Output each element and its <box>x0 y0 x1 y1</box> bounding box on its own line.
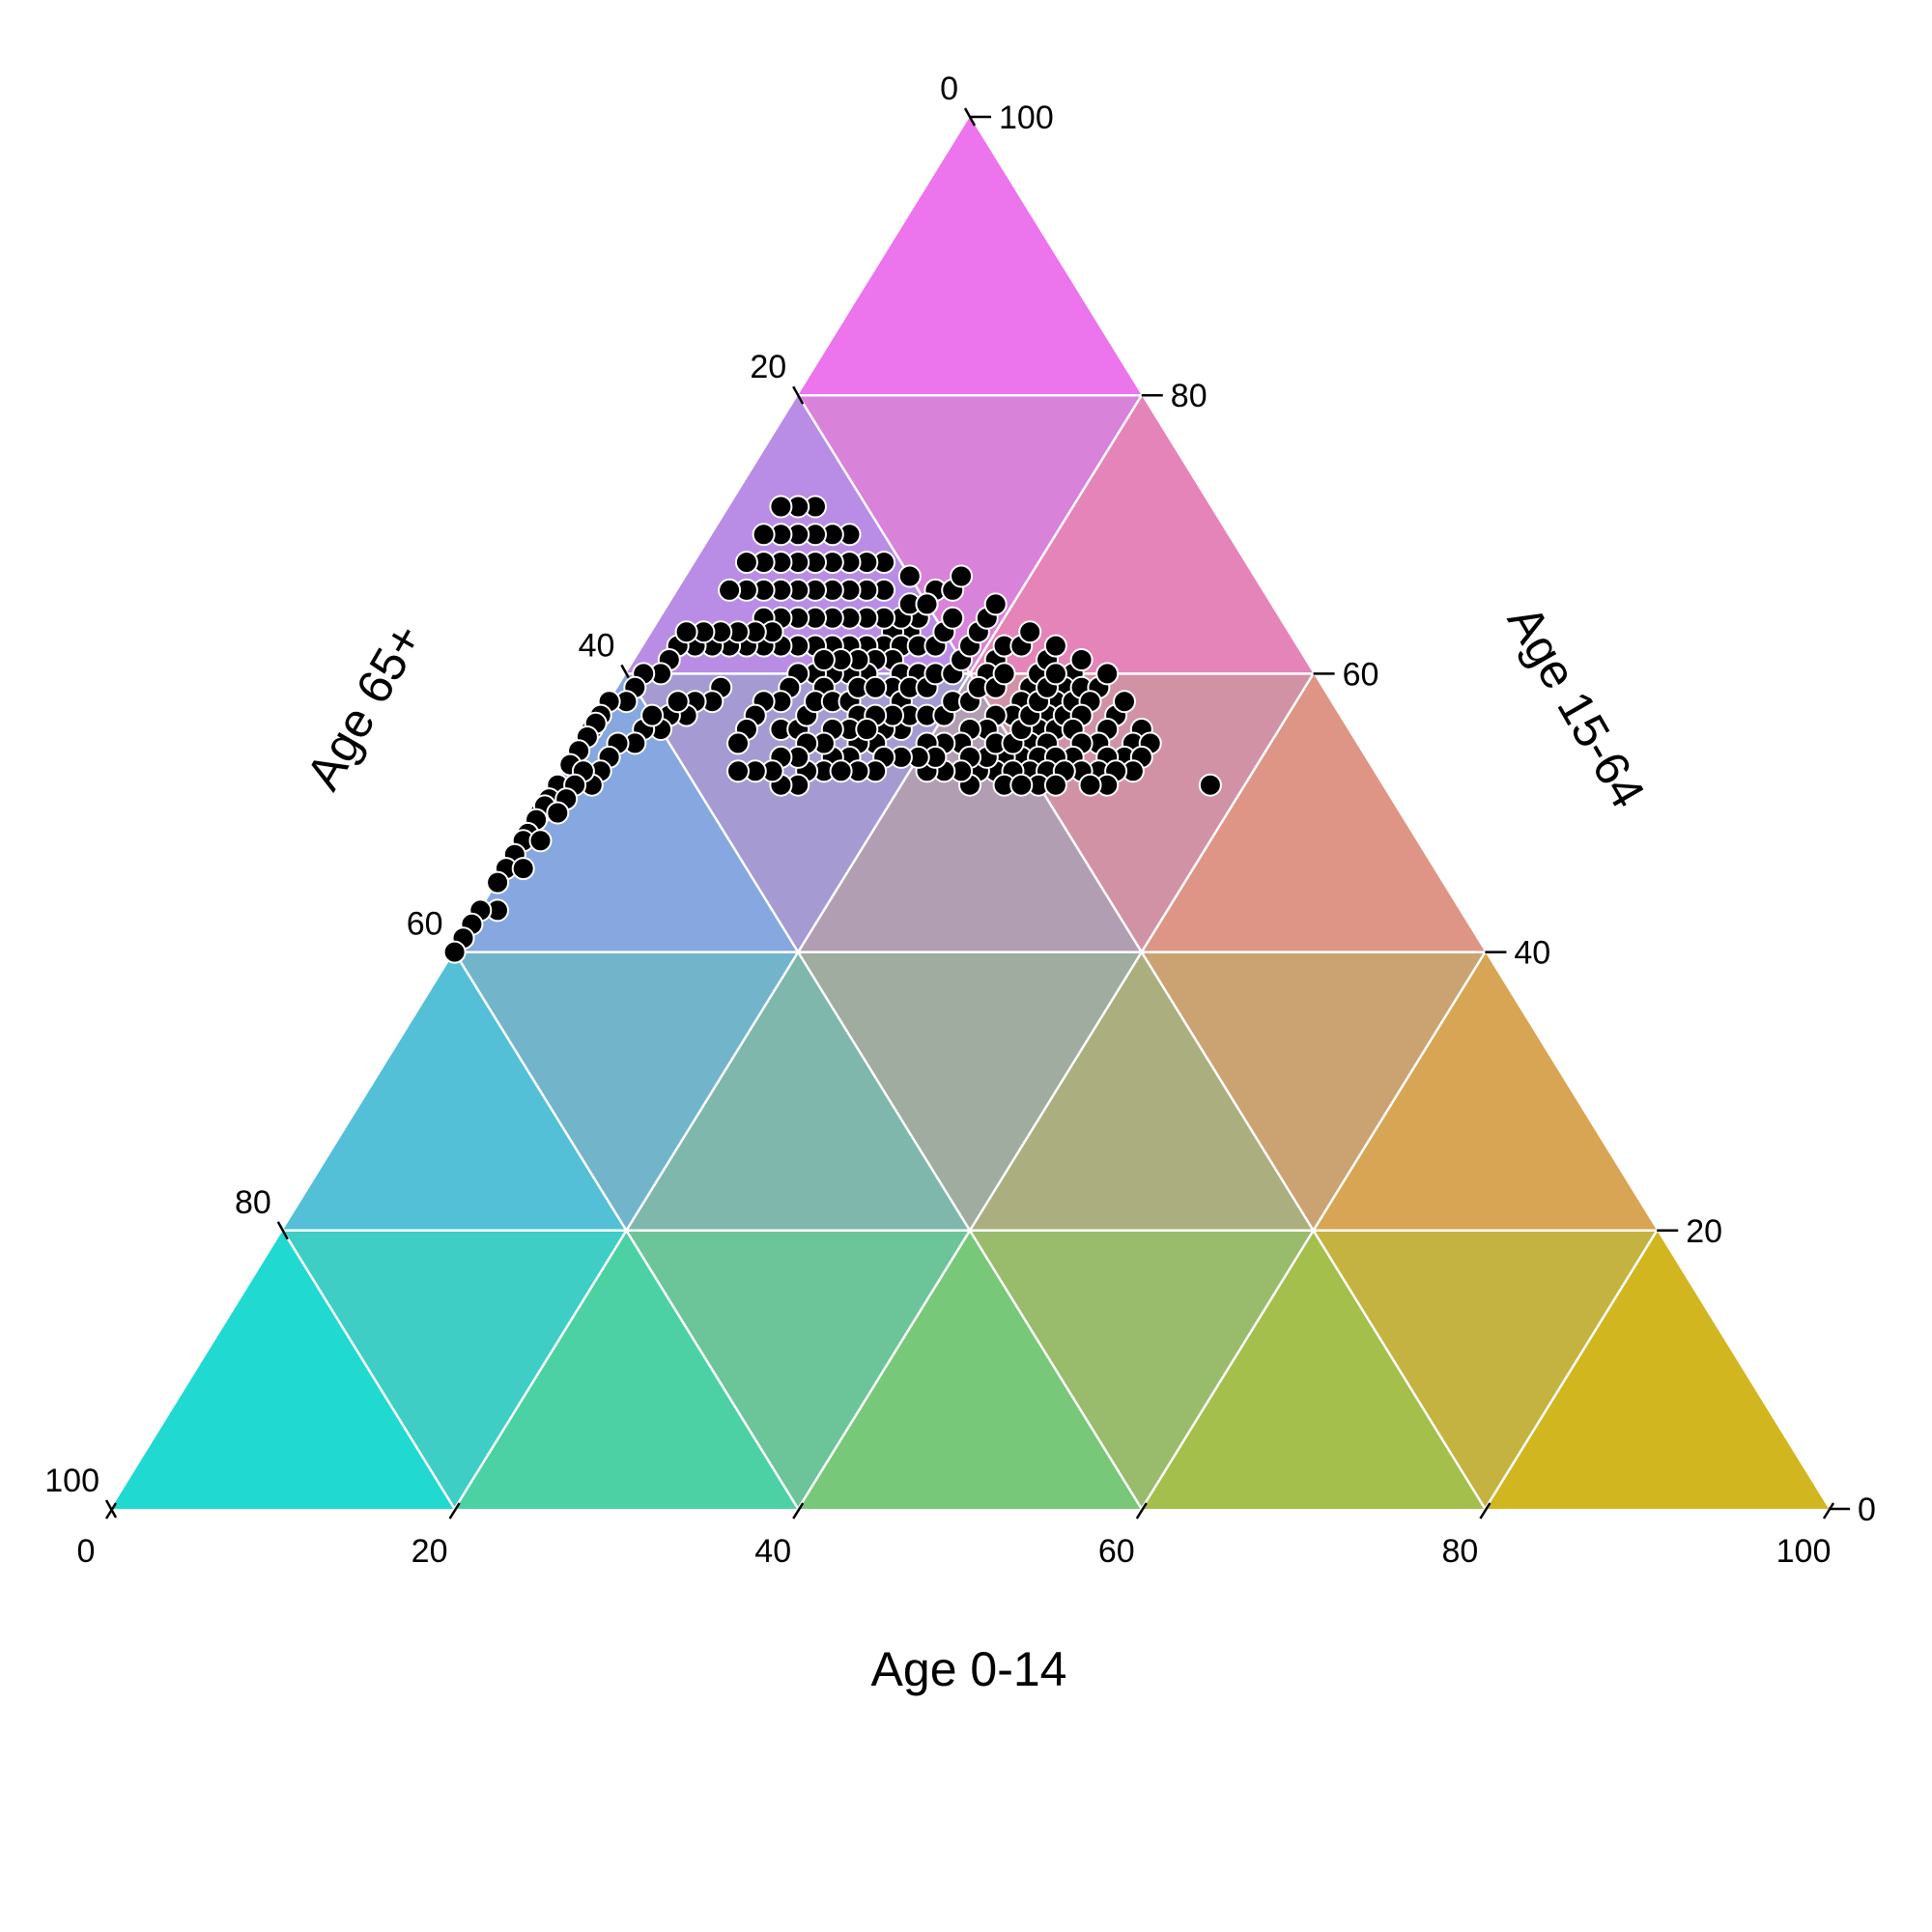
region-up-0-3 <box>970 395 1314 674</box>
region-up-3-0 <box>454 1230 799 1509</box>
region-up-1-2 <box>798 673 1142 952</box>
region-down-0-0 <box>1313 1230 1658 1509</box>
region-down-1-0 <box>970 1230 1314 1509</box>
data-point <box>666 690 690 714</box>
left-tick-label: 0 <box>940 71 958 107</box>
left-tick <box>792 385 805 405</box>
grid-line <box>1140 951 1487 1510</box>
region-down-2-0 <box>626 1230 970 1509</box>
region-up-0-0 <box>1485 1230 1829 1509</box>
data-point <box>1095 662 1120 686</box>
left-tick <box>104 1499 118 1519</box>
data-point <box>855 718 879 741</box>
right-tick-label: 0 <box>1858 1492 1876 1528</box>
data-point <box>718 578 742 602</box>
left-axis-title: Age 65+ <box>296 614 433 799</box>
data-point <box>1043 773 1067 797</box>
data-point <box>511 857 535 881</box>
bottom-tick <box>1822 1502 1835 1520</box>
grid-lines <box>281 393 1659 1510</box>
data-point <box>983 592 1008 616</box>
region-up-4-0 <box>111 1230 455 1509</box>
bottom-tick-label: 80 <box>1441 1533 1478 1570</box>
right-axis-title: Age 15-64 <box>1497 597 1656 817</box>
bottom-tick <box>1479 1502 1492 1520</box>
data-point <box>640 703 665 727</box>
data-point <box>752 523 776 547</box>
data-point <box>1198 773 1222 797</box>
bottom-tick <box>1135 1502 1148 1520</box>
bottom-tick <box>448 1502 461 1520</box>
grid-line <box>453 951 800 1510</box>
grid-line <box>1484 1230 1659 1510</box>
data-point <box>1078 773 1102 797</box>
color-regions <box>111 117 1829 1509</box>
data-point <box>1018 620 1042 644</box>
data-point <box>726 759 750 783</box>
right-tick-label: 80 <box>1171 378 1208 414</box>
region-up-0-2 <box>1141 673 1486 952</box>
data-point <box>829 759 853 783</box>
data-point <box>442 940 467 964</box>
data-points <box>442 495 1222 964</box>
grid-line <box>281 1230 456 1510</box>
region-down-2-1 <box>454 952 799 1231</box>
data-point <box>734 551 758 575</box>
data-point <box>1009 773 1034 797</box>
bottom-tick-label: 40 <box>754 1533 791 1570</box>
left-tick-label: 40 <box>579 627 615 664</box>
region-up-0-4 <box>798 117 1142 396</box>
region-down-1-1 <box>798 952 1142 1231</box>
left-tick-label: 80 <box>235 1184 271 1221</box>
data-point <box>546 801 570 825</box>
data-point <box>950 564 974 588</box>
region-up-2-1 <box>626 952 970 1231</box>
region-down-0-1 <box>1141 952 1486 1231</box>
data-point <box>769 495 793 519</box>
bottom-tick <box>792 1502 805 1520</box>
left-tick-label: 60 <box>407 906 443 943</box>
grid-line <box>797 672 1315 1510</box>
data-point <box>811 648 836 671</box>
data-point <box>1043 662 1067 686</box>
left-tick <box>276 1221 289 1240</box>
data-point <box>1069 648 1094 671</box>
data-point <box>674 620 698 644</box>
bottom-tick-label: 0 <box>77 1533 96 1570</box>
region-up-0-1 <box>1313 952 1658 1231</box>
bottom-axis-title: Age 0-14 <box>871 1642 1067 1696</box>
left-tick-label: 100 <box>44 1463 99 1499</box>
data-point <box>726 731 750 755</box>
grid-line <box>625 672 1143 1510</box>
region-up-1-0 <box>1141 1230 1486 1509</box>
data-point <box>486 870 510 895</box>
data-point <box>897 564 922 588</box>
data-point <box>1043 634 1067 658</box>
data-point <box>528 829 553 853</box>
bottom-tick-label: 100 <box>1776 1533 1832 1570</box>
region-up-2-0 <box>798 1230 1142 1509</box>
right-tick-label: 20 <box>1686 1213 1722 1250</box>
region-down-3-0 <box>282 1230 627 1509</box>
region-up-3-1 <box>282 952 627 1231</box>
data-point <box>915 592 939 616</box>
data-point <box>992 662 1016 686</box>
region-up-2-2 <box>454 673 799 952</box>
axis-ticks: 0 0 0 20 20 20 40 40 40 60 60 60 80 80 80 100 100 100 <box>44 71 1876 1570</box>
region-up-1-1 <box>970 952 1314 1231</box>
region-down-0-3 <box>798 395 1142 674</box>
data-point <box>1113 690 1136 714</box>
data-point <box>941 606 965 630</box>
data-point <box>864 675 888 699</box>
bottom-tick-label: 20 <box>412 1533 448 1570</box>
bottom-tick-label: 60 <box>1098 1533 1135 1570</box>
right-tick-label: 60 <box>1343 656 1379 693</box>
right-tick-label: 40 <box>1514 935 1550 972</box>
left-tick-label: 20 <box>750 349 786 385</box>
right-tick-label: 100 <box>999 99 1054 136</box>
